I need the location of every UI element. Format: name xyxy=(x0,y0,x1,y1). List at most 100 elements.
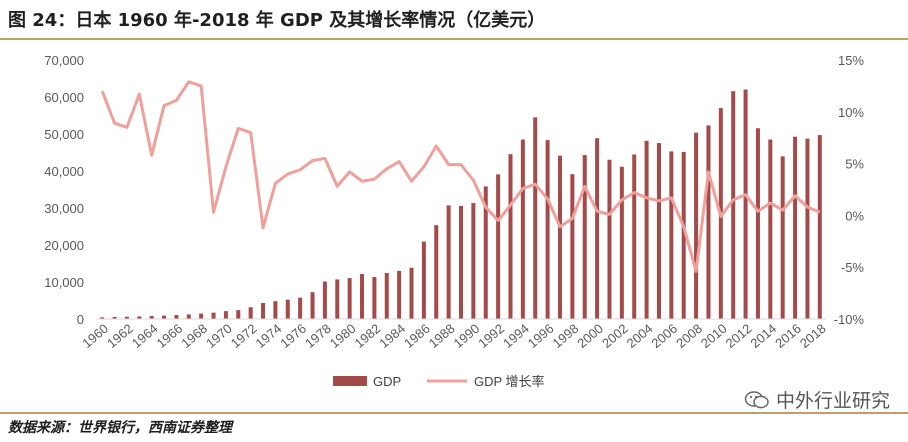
gdp-bar xyxy=(310,292,315,319)
gdp-bar xyxy=(434,225,439,319)
left-tick-label: 30,000 xyxy=(44,201,84,216)
x-tick-label: 1970 xyxy=(203,321,235,351)
gdp-bar xyxy=(347,278,352,319)
gdp-bars xyxy=(100,89,822,320)
gdp-bar xyxy=(248,307,253,319)
x-tick-label: 1982 xyxy=(352,321,384,351)
left-tick-label: 70,000 xyxy=(44,53,84,68)
gdp-bar xyxy=(656,143,661,319)
left-tick-label: 40,000 xyxy=(44,164,84,179)
x-tick-label: 1992 xyxy=(475,321,507,351)
left-tick-label: 0 xyxy=(77,312,84,327)
right-tick-label: 5% xyxy=(845,157,864,172)
gdp-bar xyxy=(644,140,649,319)
legend-gdp-label: GDP xyxy=(373,374,401,389)
gdp-bar xyxy=(149,315,154,319)
x-axis-ticks: 1960196219641966196819701972197419761978… xyxy=(79,321,828,351)
right-tick-label: 0% xyxy=(845,208,864,223)
gdp-bar xyxy=(731,91,736,320)
watermark: 中外行业研究 xyxy=(744,386,890,413)
gdp-bar xyxy=(397,270,402,319)
gdp-bar xyxy=(632,154,637,319)
gdp-bar xyxy=(483,186,488,319)
source-note: 数据来源：世界银行，西南证券整理 xyxy=(8,420,232,436)
x-tick-label: 2014 xyxy=(747,321,779,351)
gdp-bar xyxy=(124,316,129,319)
legend-gdp-swatch xyxy=(333,376,367,386)
gdp-bar xyxy=(607,159,612,319)
x-tick-label: 1994 xyxy=(500,321,532,351)
gdp-bar xyxy=(582,155,587,319)
x-tick-label: 2016 xyxy=(772,321,804,351)
left-axis: 0 10,000 20,000 30,000 40,000 50,000 60,000 70,… xyxy=(44,53,84,327)
gdp-bar xyxy=(261,303,266,319)
legend: GDP GDP 增长率 xyxy=(333,374,545,389)
x-tick-label: 1984 xyxy=(376,321,408,351)
gdp-bar xyxy=(459,205,463,319)
x-tick-label: 2002 xyxy=(599,321,631,351)
gdp-bar xyxy=(174,315,179,319)
gdp-bar xyxy=(595,138,600,319)
x-tick-label: 2004 xyxy=(624,321,656,351)
x-tick-label: 1978 xyxy=(302,321,334,351)
gdp-bar xyxy=(755,128,760,319)
gdp-bar xyxy=(162,315,167,319)
legend-growth-label: GDP 增长率 xyxy=(474,374,545,389)
x-tick-label: 1964 xyxy=(129,321,161,351)
x-tick-label: 2008 xyxy=(673,321,705,351)
gdp-bar xyxy=(211,312,216,319)
gdp-bar xyxy=(100,317,105,319)
x-tick-label: 1974 xyxy=(253,321,285,351)
x-tick-label: 1962 xyxy=(104,321,136,351)
chart-title: 图 24：日本 1960 年-2018 年 GDP 及其增长率情况（亿美元） xyxy=(8,10,546,31)
gdp-bar xyxy=(360,273,365,319)
gdp-bar xyxy=(669,151,674,319)
gdp-bar xyxy=(199,313,204,319)
gdp-bar xyxy=(780,156,785,319)
gdp-bar xyxy=(817,135,822,319)
gdp-bar xyxy=(186,314,191,319)
gdp-bar xyxy=(273,301,278,319)
gdp-bar xyxy=(619,166,624,319)
right-tick-label: 15% xyxy=(838,53,864,68)
gdp-bar xyxy=(384,272,389,319)
gdp-bar xyxy=(520,139,525,319)
top-rule xyxy=(0,38,908,40)
gdp-bar xyxy=(570,174,575,319)
right-tick-label: 10% xyxy=(838,105,864,120)
x-tick-label: 1960 xyxy=(79,321,111,351)
gdp-bar xyxy=(545,140,550,319)
gdp-bar xyxy=(112,317,117,319)
left-tick-label: 20,000 xyxy=(44,238,84,253)
gdp-bar xyxy=(285,299,290,319)
x-tick-label: 2010 xyxy=(698,321,730,351)
right-tick-label: -10% xyxy=(834,312,865,327)
x-tick-label: 2012 xyxy=(723,321,755,351)
gdp-bar xyxy=(236,310,241,319)
bottom-rule xyxy=(0,412,908,414)
left-tick-label: 60,000 xyxy=(44,90,84,105)
gdp-bar xyxy=(533,117,538,319)
gdp-bar xyxy=(805,138,810,319)
gdp-chart: 0 10,000 20,000 30,000 40,000 50,000 60,000 70,… xyxy=(44,53,865,389)
wechat-icon xyxy=(744,390,769,408)
x-tick-label: 2018 xyxy=(797,321,829,351)
x-tick-label: 1972 xyxy=(228,321,260,351)
x-tick-label: 1976 xyxy=(277,321,309,351)
gdp-bar xyxy=(694,132,699,319)
gdp-bar xyxy=(768,139,773,319)
x-tick-label: 1986 xyxy=(401,321,433,351)
gdp-bar xyxy=(322,281,327,319)
gdp-bar xyxy=(372,277,377,319)
x-tick-label: 1988 xyxy=(426,321,458,351)
left-tick-label: 10,000 xyxy=(44,275,84,290)
gdp-bar xyxy=(223,311,228,319)
gdp-bar xyxy=(793,136,798,319)
x-tick-label: 1966 xyxy=(154,321,186,351)
x-tick-label: 1998 xyxy=(549,321,581,351)
x-tick-label: 2000 xyxy=(574,321,606,351)
x-tick-label: 1968 xyxy=(178,321,210,351)
gdp-bar xyxy=(409,267,414,319)
gdp-bar xyxy=(706,125,711,319)
gdp-bar xyxy=(743,89,748,319)
